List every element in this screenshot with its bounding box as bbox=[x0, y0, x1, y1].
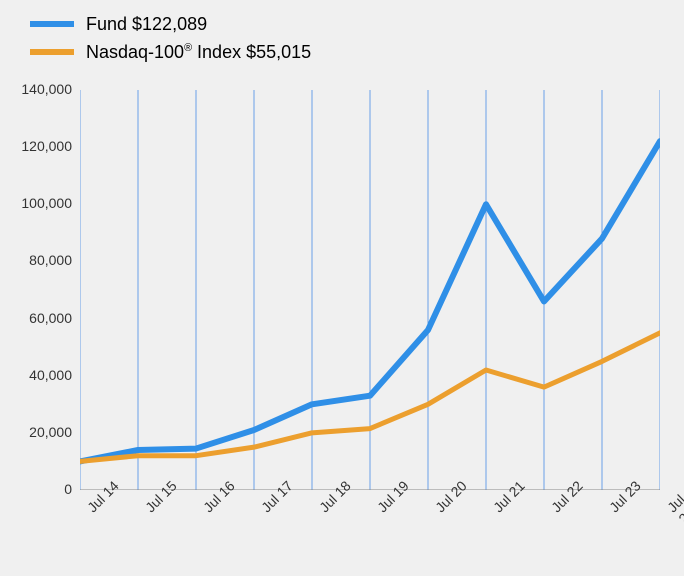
y-tick-label: 120,000 bbox=[12, 138, 72, 154]
legend-item-fund: Fund $122,089 bbox=[30, 10, 311, 38]
y-tick-label: 80,000 bbox=[12, 252, 72, 268]
legend-label-fund: Fund $122,089 bbox=[86, 14, 207, 35]
chart-legend: Fund $122,089 Nasdaq-100® Index $55,015 bbox=[30, 10, 311, 66]
y-tick-label: 140,000 bbox=[12, 81, 72, 97]
chart-plot bbox=[80, 90, 660, 490]
y-tick-label: 0 bbox=[12, 481, 72, 497]
y-tick-label: 40,000 bbox=[12, 367, 72, 383]
y-tick-label: 100,000 bbox=[12, 195, 72, 211]
legend-swatch-nasdaq bbox=[30, 49, 74, 55]
y-tick-label: 20,000 bbox=[12, 424, 72, 440]
legend-label-nasdaq: Nasdaq-100® Index $55,015 bbox=[86, 42, 311, 63]
performance-chart: Fund $122,089 Nasdaq-100® Index $55,015 … bbox=[0, 0, 684, 576]
legend-swatch-fund bbox=[30, 21, 74, 27]
y-tick-label: 60,000 bbox=[12, 310, 72, 326]
x-tick-label: Jul 24 bbox=[664, 490, 684, 527]
legend-item-nasdaq: Nasdaq-100® Index $55,015 bbox=[30, 38, 311, 66]
